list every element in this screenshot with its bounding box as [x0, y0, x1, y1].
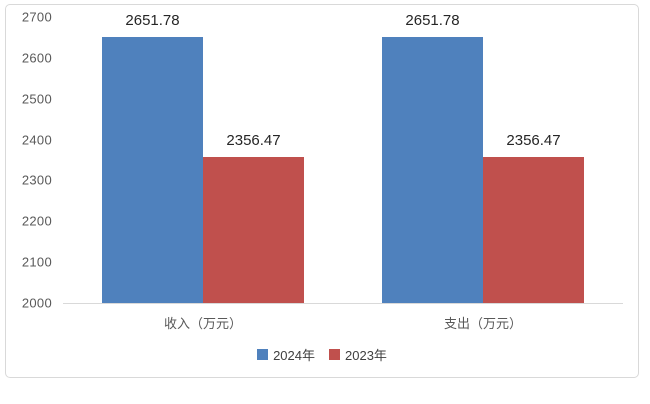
y-axis-tick-label: 2700 — [21, 9, 52, 25]
chart-container: 2700 2600 2500 2400 2300 2200 2100 2000 2651.78… — [5, 4, 639, 378]
bar-value-label: 2356.47 — [226, 132, 281, 150]
category-label-income: 收入（万元） — [163, 316, 242, 331]
legend-item-2023: 2023年 — [329, 345, 387, 364]
legend: 2024年 2023年 — [6, 345, 638, 364]
bar-rect — [483, 157, 584, 303]
bar-group: 2651.78 2356.47 — [343, 12, 623, 303]
bar-group: 2651.78 2356.47 — [63, 12, 343, 303]
y-axis-tick-label: 2000 — [21, 295, 52, 311]
category-axis: 收入（万元） 支出（万元） — [63, 313, 623, 332]
bar-rect — [102, 36, 203, 303]
y-axis-tick-label: 2600 — [21, 50, 52, 66]
y-axis-tick-label: 2300 — [21, 172, 52, 188]
legend-label-2024: 2024年 — [273, 348, 315, 363]
y-axis-tick-label: 2200 — [21, 213, 52, 229]
bar-rect — [382, 36, 483, 303]
legend-item-2024: 2024年 — [257, 345, 315, 364]
bar-2024年: 2651.78 — [382, 12, 483, 303]
bar-value-label: 2651.78 — [125, 11, 180, 29]
legend-swatch-2023-icon — [329, 349, 340, 360]
bar-2023年: 2356.47 — [483, 17, 584, 303]
y-axis-tick-label: 2500 — [21, 91, 52, 107]
y-axis: 2700 2600 2500 2400 2300 2200 2100 2000 — [6, 10, 56, 311]
legend-label-2023: 2023年 — [345, 348, 387, 363]
y-axis-tick-label: 2100 — [21, 254, 52, 270]
bar-value-label: 2651.78 — [405, 11, 460, 29]
bar-value-label: 2356.47 — [506, 132, 561, 150]
bar-2023年: 2356.47 — [203, 17, 304, 303]
legend-swatch-2024-icon — [257, 349, 269, 360]
plot-area: 2651.78 2356.47 2651.78 2356.47 — [63, 12, 623, 304]
category-label-expense: 支出（万元） — [443, 316, 522, 331]
bar-2024年: 2651.78 — [102, 12, 203, 303]
bar-rect — [203, 157, 304, 303]
y-axis-tick-label: 2400 — [21, 132, 52, 148]
